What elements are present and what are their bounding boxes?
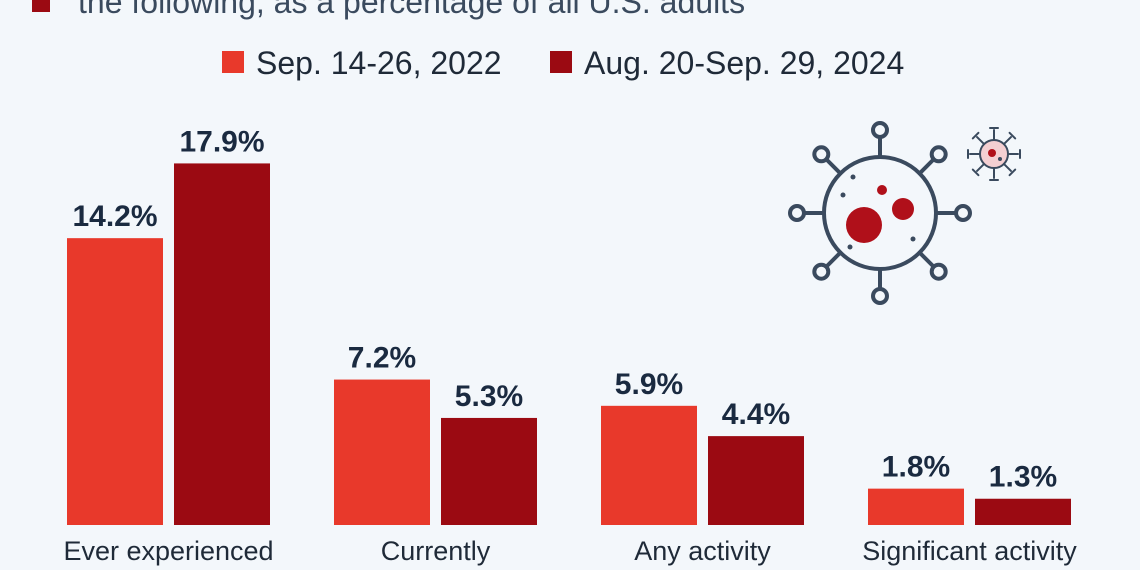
bar-4-series-1 (868, 488, 964, 525)
category-label-2: Currently (381, 536, 491, 566)
bar-4-series-2 (975, 498, 1071, 525)
bar-2-series-1 (334, 379, 430, 525)
bar-3-series-2 (708, 436, 804, 525)
value-label-2-series-1: 7.2% (348, 342, 416, 375)
value-label-4-series-1: 1.8% (882, 451, 950, 484)
category-label-3: Any activity (634, 536, 771, 566)
bar-3-series-1 (601, 405, 697, 525)
bar-1-series-2 (174, 163, 270, 526)
value-label-4-series-2: 1.3% (989, 461, 1057, 494)
value-labels: 14.2% 17.9% 7.2% 5.3% 5.9% 4.4% 1.8% 1.3% (72, 125, 1057, 493)
virus-icon (788, 121, 972, 305)
chart-subtitle: the following, as a percentage of all U.… (78, 0, 745, 20)
bars (67, 163, 1071, 526)
legend-label-series-1: Sep. 14-26, 2022 (256, 45, 502, 81)
bar-1-series-1 (67, 238, 163, 525)
value-label-3-series-2: 4.4% (722, 398, 790, 431)
category-labels: Ever experienced Currently Any activity Sig… (63, 536, 1077, 566)
value-label-2-series-2: 5.3% (455, 380, 523, 413)
category-label-4: Significant activity (862, 536, 1077, 566)
legend-swatch-series-1 (222, 51, 244, 73)
bar-2-series-2 (441, 417, 537, 525)
square-marker-icon (32, 0, 50, 12)
legend: Sep. 14-26, 2022 Aug. 20-Sep. 29, 2024 (222, 45, 904, 81)
value-label-1-series-1: 14.2% (72, 200, 157, 233)
value-label-1-series-2: 17.9% (179, 125, 264, 158)
legend-swatch-series-2 (550, 51, 572, 73)
value-label-3-series-1: 5.9% (615, 368, 683, 401)
subtitle: the following, as a percentage of all U.… (32, 0, 745, 20)
legend-label-series-2: Aug. 20-Sep. 29, 2024 (584, 45, 904, 81)
small-virus-icon (967, 127, 1021, 181)
category-label-1: Ever experienced (63, 536, 273, 566)
